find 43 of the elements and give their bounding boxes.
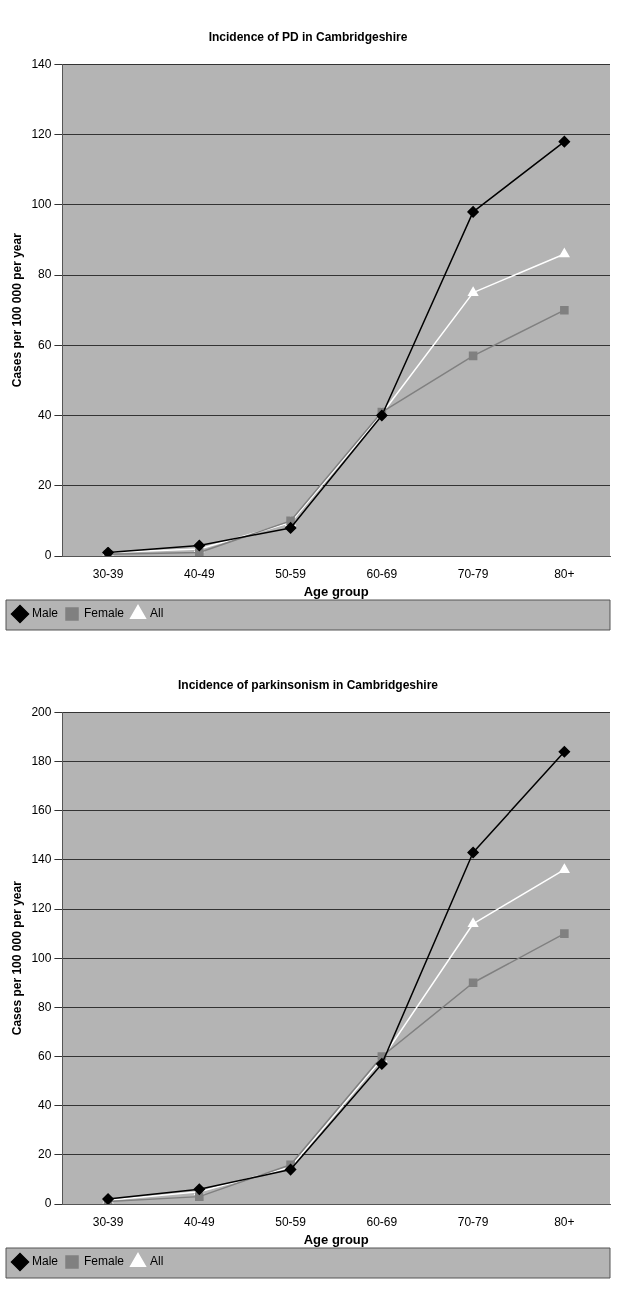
y-tick-label: 80 <box>38 267 52 282</box>
x-tick-label: 70-79 <box>457 566 489 581</box>
x-tick-label: 60-69 <box>366 1214 398 1229</box>
y-tick-label: 0 <box>44 1196 52 1211</box>
legend-label: Male <box>32 606 59 621</box>
x-tick-label: 40-49 <box>183 566 215 581</box>
y-tick-label: 120 <box>31 126 52 141</box>
x-tick-label: 50-59 <box>275 1214 307 1229</box>
y-tick-label: 100 <box>31 950 52 965</box>
y-tick-label: 140 <box>31 852 52 867</box>
x-axis-title: Age group <box>303 1231 369 1247</box>
y-tick-label: 60 <box>38 1048 52 1063</box>
legend-label: Female <box>84 1254 125 1269</box>
y-tick-label: 200 <box>31 704 52 719</box>
y-axis-title: Cases per 100 000 per year <box>9 880 24 1036</box>
legend-label: All <box>150 1254 164 1269</box>
legend-label: Female <box>84 606 125 621</box>
x-tick-label: 40-49 <box>183 1214 215 1229</box>
y-tick-label: 80 <box>38 999 52 1014</box>
y-tick-label: 60 <box>38 337 52 352</box>
x-tick-label: 80+ <box>554 1214 575 1229</box>
y-tick-label: 0 <box>44 548 52 563</box>
y-tick-label: 120 <box>31 901 52 916</box>
x-tick-label: 70-79 <box>457 1214 489 1229</box>
x-tick-label: 60-69 <box>366 566 398 581</box>
legend-label: Male <box>32 1254 59 1269</box>
x-axis-title: Age group <box>303 583 369 599</box>
x-tick-label: 80+ <box>554 566 575 581</box>
chart-title: Incidence of parkinsonism in Cambridgeshire <box>177 677 439 692</box>
legend-label: All <box>150 606 164 621</box>
y-tick-label: 160 <box>31 803 52 818</box>
y-tick-label: 40 <box>38 407 52 422</box>
x-tick-label: 50-59 <box>275 566 307 581</box>
y-tick-label: 140 <box>31 56 52 71</box>
y-axis-title: Cases per 100 000 per year <box>9 232 24 388</box>
x-tick-label: 30-39 <box>92 566 124 581</box>
chart-title: Incidence of PD in Cambridgeshire <box>208 29 408 44</box>
y-tick-label: 180 <box>31 753 52 768</box>
x-tick-label: 30-39 <box>92 1214 124 1229</box>
y-tick-label: 20 <box>38 478 52 493</box>
y-tick-label: 20 <box>38 1147 52 1162</box>
y-tick-label: 40 <box>38 1097 52 1112</box>
y-tick-label: 100 <box>31 197 52 212</box>
